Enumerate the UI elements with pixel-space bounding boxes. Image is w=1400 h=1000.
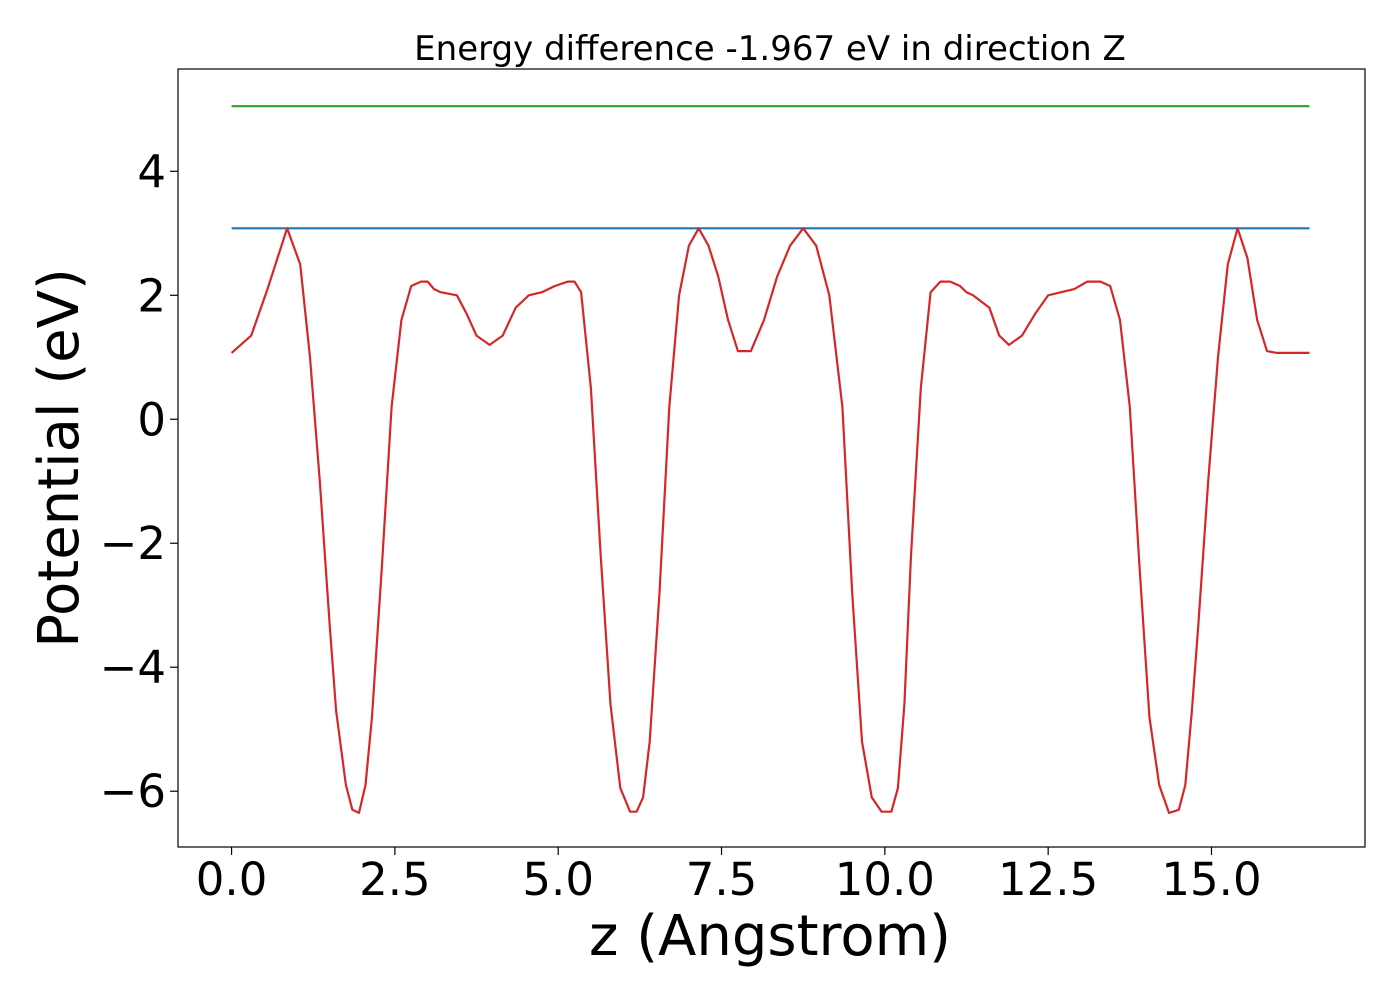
chart-title: Energy difference -1.967 eV in direction… xyxy=(414,29,1126,69)
x-tick-label: 0.0 xyxy=(196,853,268,906)
series-line-2 xyxy=(230,227,1310,815)
y-tick-label: −6 xyxy=(100,765,166,818)
y-tick-label: 0 xyxy=(137,393,166,446)
x-axis-title: z (Angstrom) xyxy=(589,904,951,969)
plot-frame xyxy=(177,68,1366,848)
series-layer xyxy=(230,105,1310,815)
x-tick-label: 12.5 xyxy=(998,853,1098,906)
y-tick-label: 2 xyxy=(137,269,166,322)
y-tick-label: −4 xyxy=(100,641,166,694)
x-tick-label: 15.0 xyxy=(1161,853,1261,906)
x-tick-label: 7.5 xyxy=(686,853,758,906)
x-tick-label: 10.0 xyxy=(835,853,935,906)
y-axis-title: Potential (eV) xyxy=(27,268,92,648)
x-axis: 0.0 2.5 5.0 7.5 10.0 12.5 15.0 xyxy=(196,847,1262,906)
y-axis: 4 2 0 −2 −4 −6 xyxy=(100,145,178,818)
x-tick-label: 5.0 xyxy=(522,853,594,906)
x-tick-label: 2.5 xyxy=(359,853,431,906)
y-tick-label: 4 xyxy=(137,145,166,198)
y-tick-label: −2 xyxy=(100,517,166,570)
